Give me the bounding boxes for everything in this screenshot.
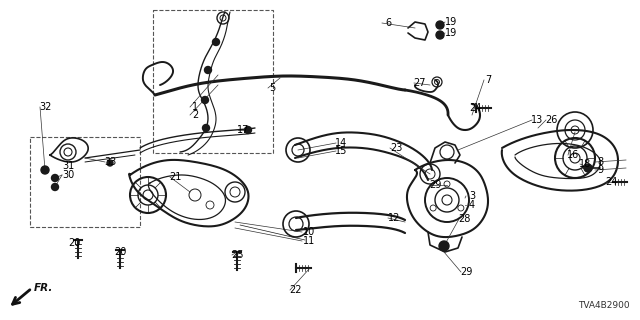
Text: 13: 13 <box>531 115 543 125</box>
Text: 5: 5 <box>269 83 275 93</box>
Circle shape <box>436 21 444 29</box>
Text: 15: 15 <box>335 146 347 156</box>
Text: 19: 19 <box>445 28 457 38</box>
Text: 21: 21 <box>169 172 181 182</box>
Circle shape <box>51 183 58 190</box>
Circle shape <box>107 160 113 166</box>
Text: 8: 8 <box>597 157 603 167</box>
Circle shape <box>205 67 211 74</box>
Text: 2: 2 <box>192 110 198 120</box>
Circle shape <box>202 97 209 103</box>
Text: TVA4B2900: TVA4B2900 <box>579 301 630 310</box>
Circle shape <box>584 164 592 172</box>
Circle shape <box>439 241 449 251</box>
Text: 33: 33 <box>104 157 116 167</box>
Text: 9: 9 <box>597 165 603 175</box>
Text: 1: 1 <box>192 102 198 112</box>
Text: 3: 3 <box>469 191 475 201</box>
Text: 10: 10 <box>303 227 315 237</box>
Text: 20: 20 <box>68 238 80 248</box>
Circle shape <box>436 31 444 39</box>
Circle shape <box>202 124 209 132</box>
Text: 12: 12 <box>388 213 400 223</box>
Bar <box>30 137 140 227</box>
Text: 31: 31 <box>62 161 74 171</box>
Text: 29: 29 <box>429 180 441 190</box>
Text: 20: 20 <box>114 247 126 257</box>
Text: 24: 24 <box>605 177 617 187</box>
Circle shape <box>212 38 220 45</box>
Text: 26: 26 <box>545 115 557 125</box>
Text: 6: 6 <box>385 18 391 28</box>
Bar <box>153 10 273 153</box>
Text: 7: 7 <box>485 75 491 85</box>
Text: 19: 19 <box>445 17 457 27</box>
Text: 24: 24 <box>469 103 481 113</box>
Text: 29: 29 <box>460 267 472 277</box>
Circle shape <box>51 174 58 181</box>
Text: 27: 27 <box>413 78 425 88</box>
Text: 22: 22 <box>290 285 302 295</box>
Text: 18: 18 <box>579 159 591 169</box>
Text: 25: 25 <box>231 250 243 260</box>
Circle shape <box>244 126 252 133</box>
Text: 23: 23 <box>390 143 402 153</box>
Text: 30: 30 <box>62 170 74 180</box>
Circle shape <box>41 166 49 174</box>
Text: 16: 16 <box>567 150 579 160</box>
Text: 14: 14 <box>335 138 347 148</box>
Text: 28: 28 <box>458 214 470 224</box>
Text: 4: 4 <box>469 200 475 210</box>
Text: FR.: FR. <box>34 283 53 293</box>
Text: 32: 32 <box>39 102 51 112</box>
Text: 17: 17 <box>237 125 249 135</box>
Text: 11: 11 <box>303 236 315 246</box>
